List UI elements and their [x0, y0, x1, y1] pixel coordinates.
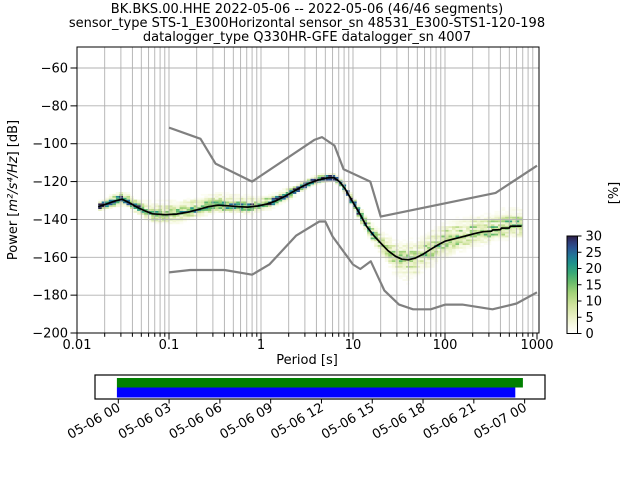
y-tick-label: −120: [32, 175, 68, 190]
colorbar-tick-label: 20: [586, 262, 603, 277]
y-axis-label-suffix: ] [dB]: [6, 120, 21, 157]
y-axis-label-prefix: Power [: [6, 212, 21, 261]
y-tick-label: −80: [41, 99, 68, 114]
x-axis-label: Period [s]: [276, 353, 338, 368]
x-tick-label: 0.1: [159, 338, 180, 353]
colorbar-tick-label: 0: [586, 327, 594, 342]
y-axis-label: Power [m²/s⁴/Hz] [dB]: [6, 120, 21, 260]
y-tick-label: −200: [32, 327, 68, 342]
y-tick-label: −140: [32, 213, 68, 228]
colorbar-unit-label: [%]: [607, 182, 622, 205]
nlnm-curve: [168, 220, 538, 311]
y-tick-label: −180: [32, 289, 68, 304]
colorbar-gradient: [566, 235, 578, 334]
colorbar-tick-label: 25: [586, 246, 603, 261]
y-axis-label-units: m²/s⁴/Hz: [6, 155, 21, 211]
mean-psd-curve: [97, 176, 522, 261]
colorbar-tick-label: 30: [586, 230, 603, 245]
x-tick-label: 10: [345, 338, 362, 353]
y-tick-label: −60: [41, 62, 68, 77]
timeline-coverage-data: [116, 387, 516, 398]
colorbar-tick-label: 15: [586, 278, 603, 293]
title-line-1: BK.BKS.00.HHE 2022-05-06 -- 2022-05-06 (…: [111, 2, 503, 17]
x-tick-label: 100: [433, 338, 458, 353]
y-tick-label: −160: [32, 251, 68, 266]
x-tick-label: 0.01: [63, 338, 92, 353]
timeline-coverage-processed: [116, 378, 523, 388]
title-line-3: datalogger_type Q330HR-GFE datalogger_sn…: [143, 30, 471, 45]
nhnm-curve: [168, 126, 538, 218]
x-tick-label: 1: [257, 338, 265, 353]
colorbar-tick-label: 5: [586, 311, 594, 326]
grid-lines: [77, 47, 539, 333]
x-tick-label: 1000: [520, 338, 553, 353]
axes-frame: [76, 46, 540, 334]
title-line-2: sensor_type STS-1_E300Horizontal sensor_…: [69, 16, 545, 31]
colorbar-tick-label: 10: [586, 295, 603, 310]
axis-ticks: [70, 67, 538, 340]
y-tick-label: −100: [32, 137, 68, 152]
